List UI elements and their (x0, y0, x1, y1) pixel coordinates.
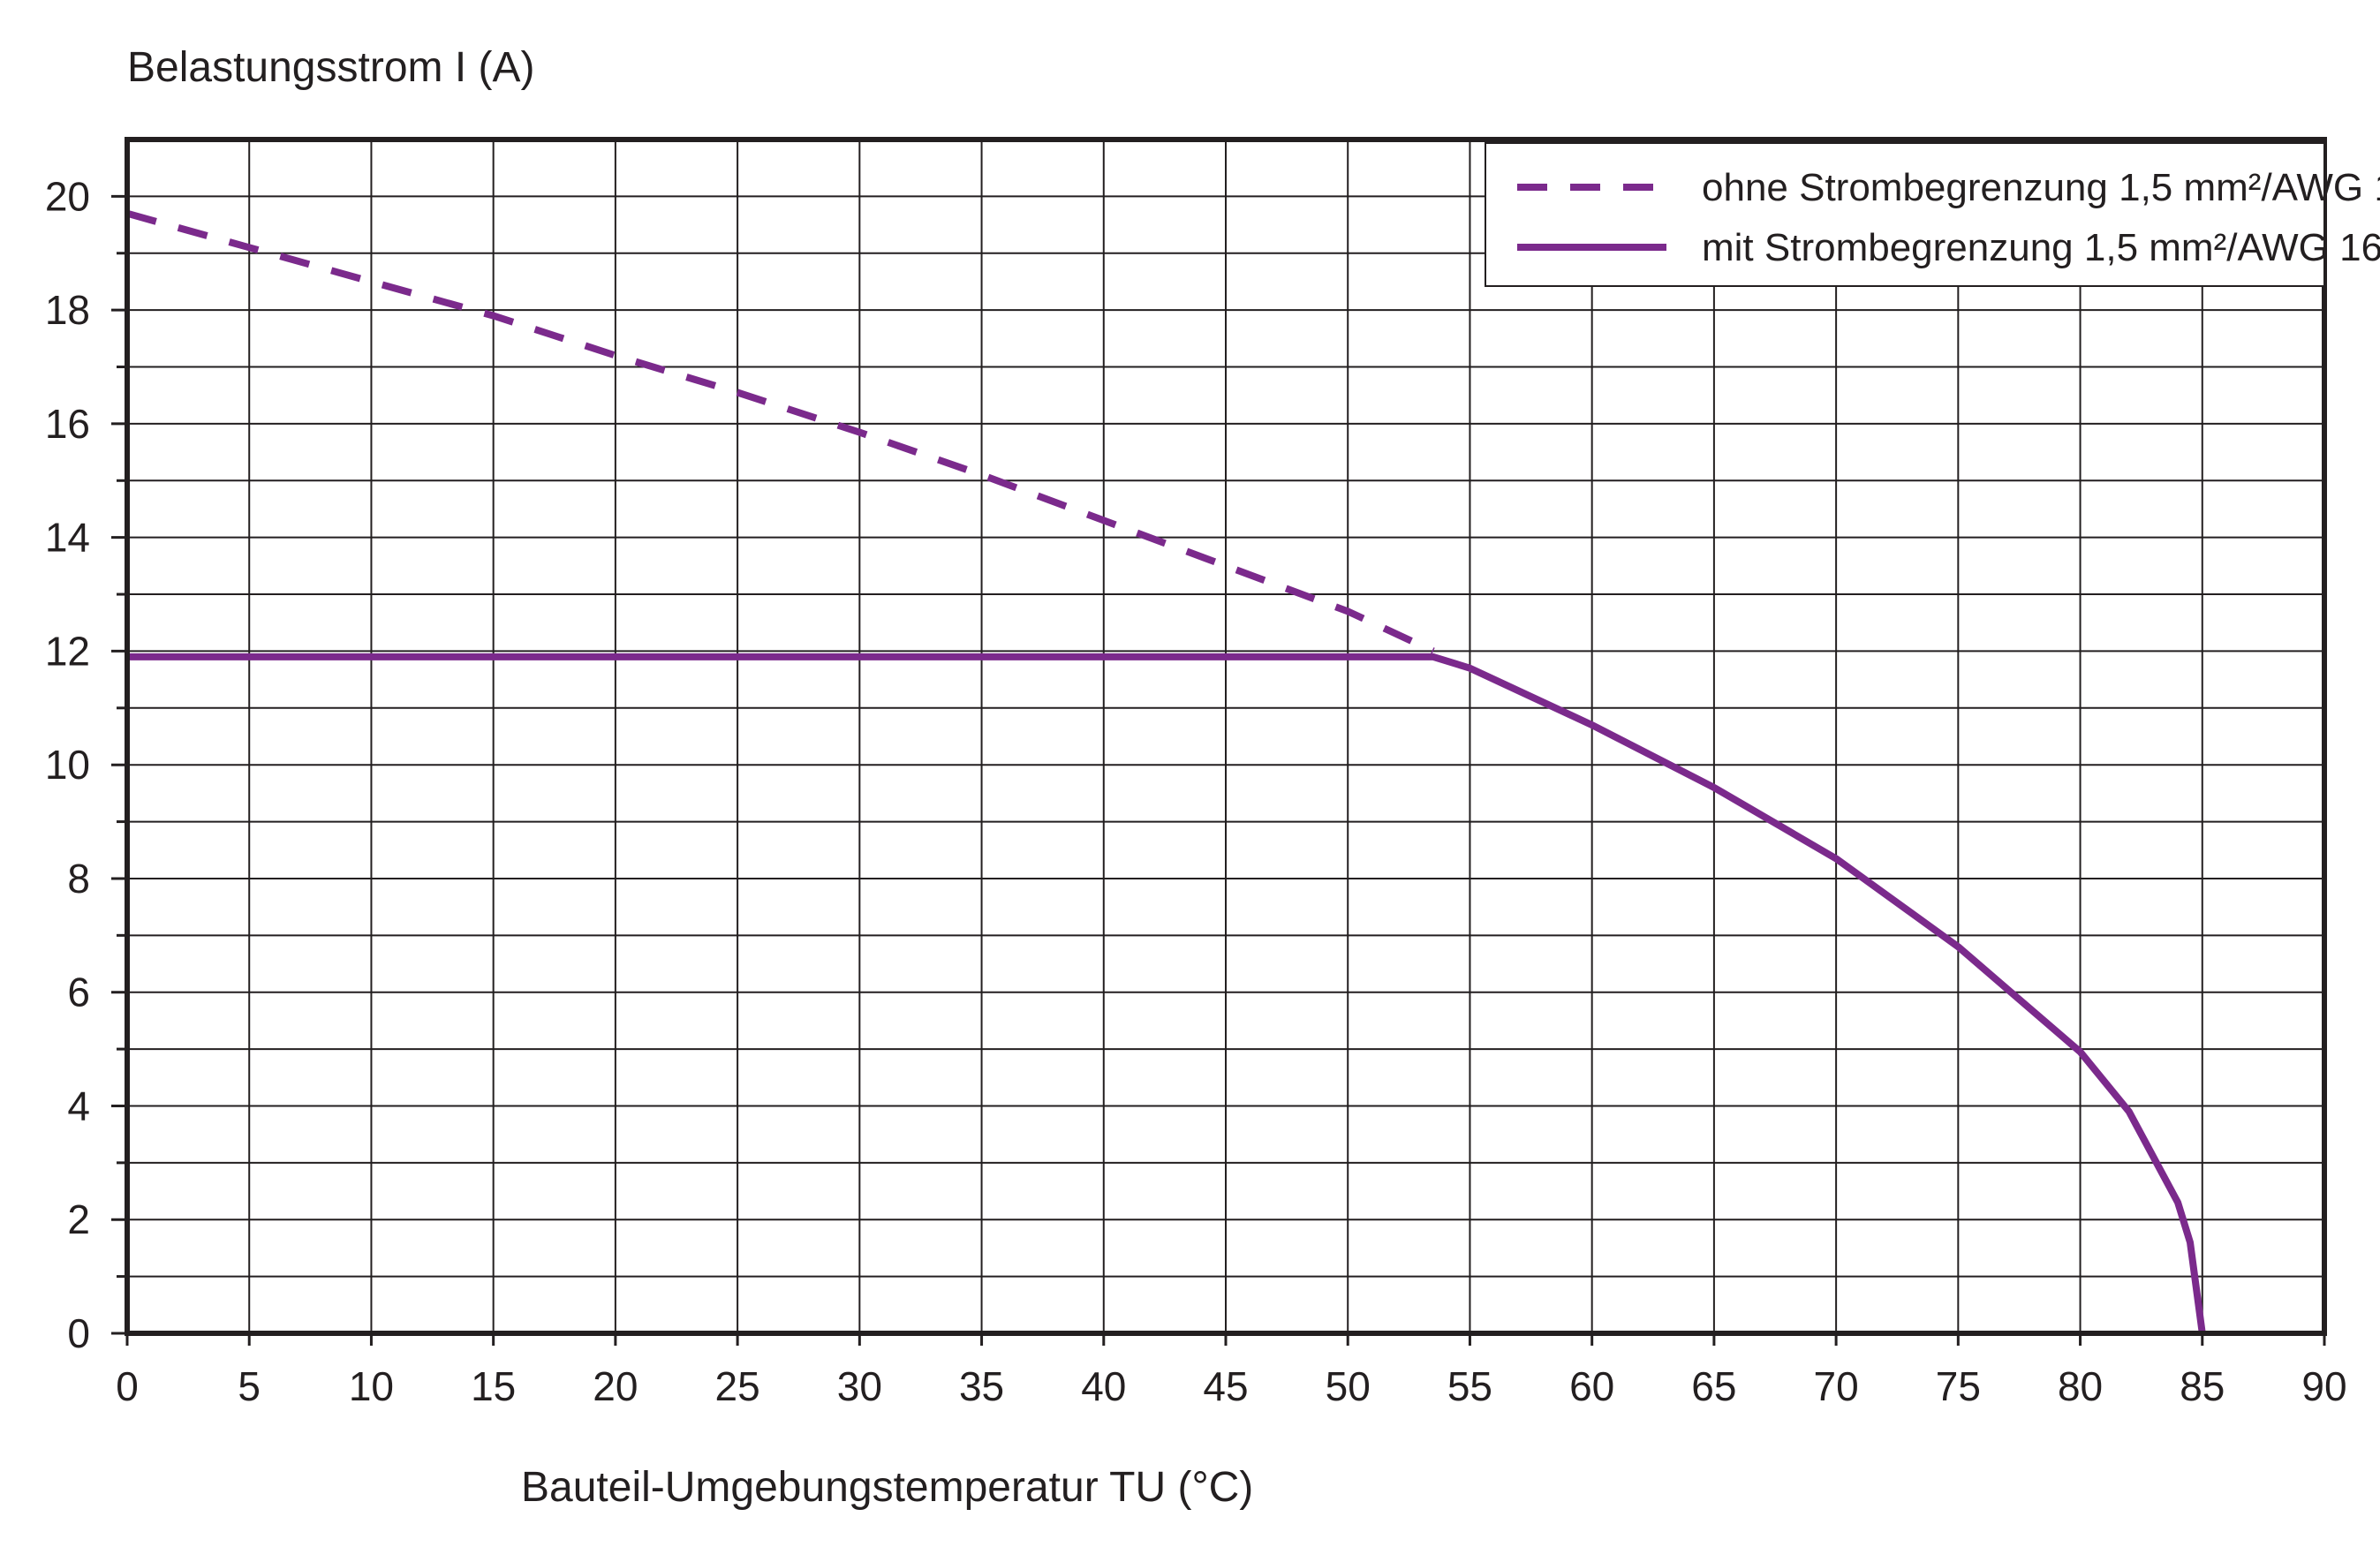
y-tick-label: 12 (45, 628, 90, 674)
x-tick-label: 65 (1691, 1363, 1736, 1409)
x-tick-label: 20 (593, 1363, 638, 1409)
x-tick-label: 15 (471, 1363, 516, 1409)
x-tick-label: 40 (1081, 1363, 1126, 1409)
y-tick-label: 20 (45, 173, 90, 219)
legend-label-ohne: ohne Strombegrenzung 1,5 mm²/AWG 16 (1702, 166, 2380, 209)
legend: ohne Strombegrenzung 1,5 mm²/AWG 16 mit … (1485, 143, 2380, 286)
x-tick-label: 85 (2180, 1363, 2225, 1409)
x-tick-label: 5 (238, 1363, 261, 1409)
y-axis-title: Belastungsstrom I (A) (127, 44, 534, 91)
x-tick-label: 80 (2058, 1363, 2103, 1409)
legend-label-mit: mit Strombegrenzung 1,5 mm²/AWG 16 (1702, 226, 2380, 269)
x-tick-label: 30 (837, 1363, 882, 1409)
y-tick-label: 14 (45, 515, 90, 561)
x-tick-label: 75 (1936, 1363, 1981, 1409)
y-tick-label: 16 (45, 401, 90, 447)
x-tick-label: 0 (116, 1363, 139, 1409)
y-tick-label: 4 (67, 1083, 90, 1128)
x-tick-label: 60 (1569, 1363, 1614, 1409)
y-tick-label: 6 (67, 970, 90, 1015)
x-tick-label: 70 (1814, 1363, 1859, 1409)
x-tick-label: 50 (1326, 1363, 1371, 1409)
y-tick-label: 18 (45, 287, 90, 333)
x-axis-title: Bauteil-Umgebungstemperatur TU (°C) (521, 1464, 1253, 1511)
x-tick-label: 90 (2301, 1363, 2346, 1409)
y-tick-label: 2 (67, 1196, 90, 1242)
x-tick-label: 10 (349, 1363, 394, 1409)
y-tick-label: 10 (45, 742, 90, 788)
x-tick-label: 55 (1447, 1363, 1492, 1409)
x-tick-label: 35 (959, 1363, 1004, 1409)
y-tick-label: 8 (67, 856, 90, 902)
y-tick-label: 0 (67, 1310, 90, 1356)
x-tick-label: 45 (1203, 1363, 1248, 1409)
x-tick-label: 25 (715, 1363, 760, 1409)
